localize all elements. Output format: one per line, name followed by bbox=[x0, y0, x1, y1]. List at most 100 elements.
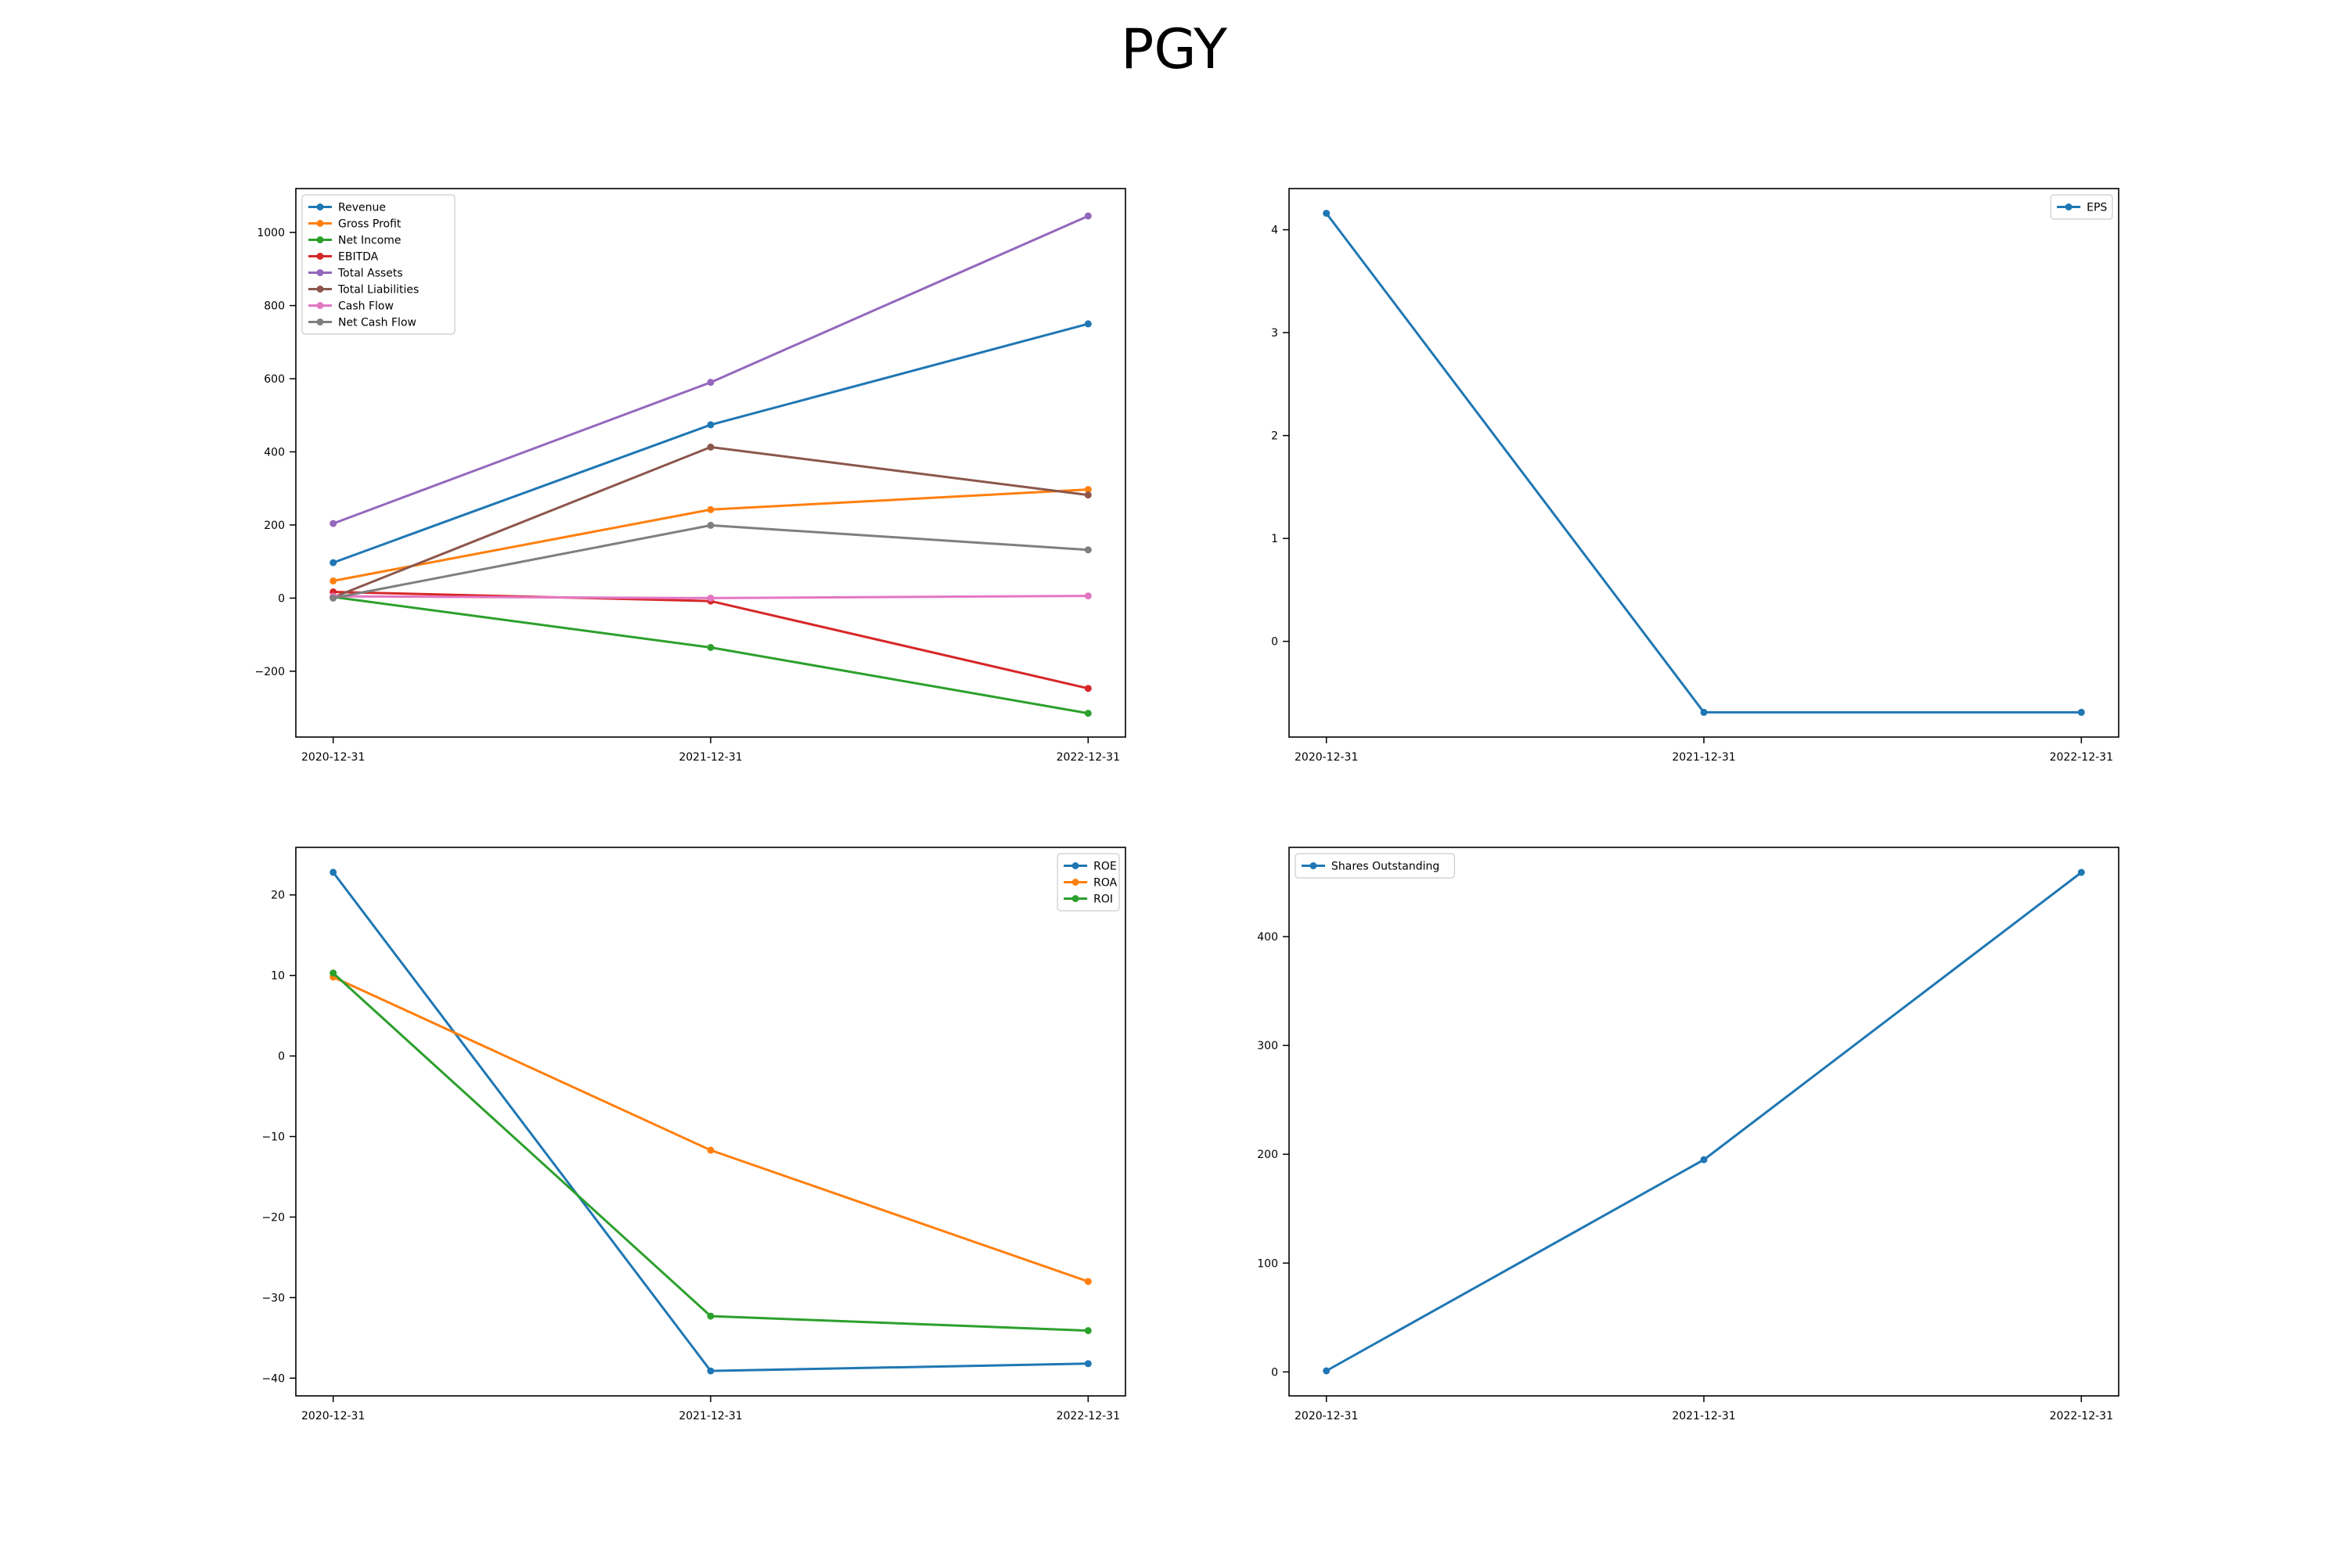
y-tick-label: 300 bbox=[1257, 1040, 1278, 1052]
data-point bbox=[1323, 210, 1331, 218]
legend-item: Total Assets bbox=[308, 268, 403, 280]
series-revenue bbox=[330, 320, 1092, 566]
y-tick-label: 0 bbox=[1271, 1366, 1278, 1379]
legend-item: Cash Flow bbox=[308, 300, 394, 313]
x-tick-label: 2020-12-31 bbox=[301, 751, 365, 764]
chart-panel-3: 2020-12-31 2021-12-31 2022-12-31 −40 −30 −20 −… bbox=[261, 847, 1126, 1422]
y-tick-label: 0 bbox=[1271, 636, 1278, 649]
data-point bbox=[1084, 1278, 1092, 1286]
series-line bbox=[1325, 871, 2083, 1372]
data-point bbox=[1700, 708, 1708, 716]
series-roi bbox=[330, 969, 1092, 1335]
series-ebitda bbox=[330, 588, 1092, 692]
legend-label: EBITDA bbox=[338, 251, 379, 264]
y-tick-label: 0 bbox=[278, 592, 285, 605]
legend-label: ROA bbox=[1093, 877, 1118, 890]
data-point bbox=[1084, 486, 1092, 494]
legend-item: Gross Profit bbox=[308, 218, 402, 231]
legend-item: ROI bbox=[1064, 894, 1113, 906]
legend-frame bbox=[301, 194, 456, 335]
legend-frame bbox=[2050, 194, 2113, 220]
legend-marker bbox=[316, 318, 324, 325]
data-point bbox=[1084, 1360, 1092, 1368]
y-tick-label: 1 bbox=[1271, 533, 1278, 545]
series-line bbox=[1325, 212, 2082, 714]
series-total-assets bbox=[330, 212, 1092, 527]
data-point bbox=[330, 869, 337, 876]
legend-marker bbox=[316, 269, 324, 276]
x-tick-label: 2022-12-31 bbox=[2050, 1410, 2113, 1422]
y-tick-label: 10 bbox=[271, 970, 285, 983]
legend: Revenue Gross Profit Net Income EBITDA Total… bbox=[301, 194, 456, 335]
x-tick-label: 2022-12-31 bbox=[1057, 751, 1120, 764]
x-tick-label: 2021-12-31 bbox=[679, 751, 742, 764]
legend-marker bbox=[1071, 879, 1079, 886]
data-point bbox=[1084, 212, 1092, 220]
figure-title: PGY bbox=[1121, 17, 1227, 81]
legend-label: Net Cash Flow bbox=[338, 317, 416, 329]
legend-label: Gross Profit bbox=[338, 218, 402, 231]
chart-panel-1: 2020-12-31 2021-12-31 2022-12-31 −200 0 200 40… bbox=[255, 188, 1126, 764]
y-tick-label: 3 bbox=[1271, 327, 1278, 340]
legend-item: Shares Outstanding bbox=[1302, 861, 1439, 873]
data-point bbox=[707, 1367, 715, 1375]
series-shares-outstanding bbox=[1323, 869, 2085, 1375]
legend-frame bbox=[1295, 853, 1455, 879]
y-tick-label: 200 bbox=[1257, 1149, 1278, 1161]
data-point bbox=[1084, 546, 1092, 554]
legend-marker bbox=[316, 236, 324, 243]
legend-marker bbox=[1071, 895, 1079, 902]
data-point bbox=[1700, 1156, 1708, 1163]
x-tick-label: 2021-12-31 bbox=[1672, 751, 1735, 764]
y-tick-label: −200 bbox=[255, 666, 285, 678]
axes-frame bbox=[1288, 847, 2119, 1397]
y-tick-label: −20 bbox=[261, 1211, 285, 1224]
series-roe bbox=[330, 869, 1092, 1375]
data-point bbox=[1323, 1367, 1331, 1375]
axes-frame bbox=[1288, 188, 2119, 738]
data-point bbox=[707, 443, 715, 451]
legend-marker bbox=[316, 220, 324, 227]
legend-item: EBITDA bbox=[308, 251, 379, 264]
y-tick-label: 100 bbox=[1257, 1257, 1278, 1270]
data-point bbox=[1084, 685, 1092, 692]
y-tick-label: 600 bbox=[264, 373, 285, 386]
data-point bbox=[330, 594, 337, 602]
series-gross-profit bbox=[330, 486, 1092, 584]
y-tick-label: −10 bbox=[261, 1131, 285, 1144]
x-tick-label: 2022-12-31 bbox=[2050, 751, 2113, 764]
legend-marker bbox=[316, 286, 324, 293]
x-tick-label: 2021-12-31 bbox=[679, 1410, 742, 1422]
data-point bbox=[330, 577, 337, 584]
data-point bbox=[707, 1146, 715, 1154]
x-tick-label: 2020-12-31 bbox=[1295, 1410, 1358, 1422]
x-tick-label: 2022-12-31 bbox=[1057, 1410, 1120, 1422]
data-point bbox=[2077, 869, 2085, 876]
legend-item: Total Liabilities bbox=[308, 284, 419, 297]
legend-label: Revenue bbox=[338, 202, 386, 214]
data-point bbox=[707, 421, 715, 429]
data-point bbox=[707, 379, 715, 387]
legend-item: EPS bbox=[2057, 202, 2107, 214]
legend-item: Net Income bbox=[308, 235, 402, 247]
data-point bbox=[1084, 710, 1092, 717]
data-point bbox=[1084, 491, 1092, 499]
series-eps bbox=[1323, 210, 2085, 716]
legend-item: Net Cash Flow bbox=[308, 317, 416, 329]
y-tick-label: −30 bbox=[261, 1292, 285, 1304]
y-tick-label: −40 bbox=[261, 1372, 285, 1385]
y-tick-label: 400 bbox=[264, 446, 285, 459]
series-line bbox=[333, 595, 1089, 715]
y-tick-label: 1000 bbox=[257, 227, 285, 239]
y-tick-label: 4 bbox=[1271, 225, 1278, 237]
data-point bbox=[707, 594, 715, 602]
data-point bbox=[707, 1312, 715, 1320]
chart-panel-4: 2020-12-31 2021-12-31 2022-12-31 0 100 200 300… bbox=[1257, 847, 2119, 1422]
legend-marker bbox=[316, 253, 324, 260]
data-point bbox=[330, 520, 337, 527]
legend-label: Total Liabilities bbox=[337, 284, 419, 297]
data-point bbox=[707, 644, 715, 652]
legend-label: Total Assets bbox=[337, 268, 403, 280]
legend-label: EPS bbox=[2087, 202, 2107, 214]
